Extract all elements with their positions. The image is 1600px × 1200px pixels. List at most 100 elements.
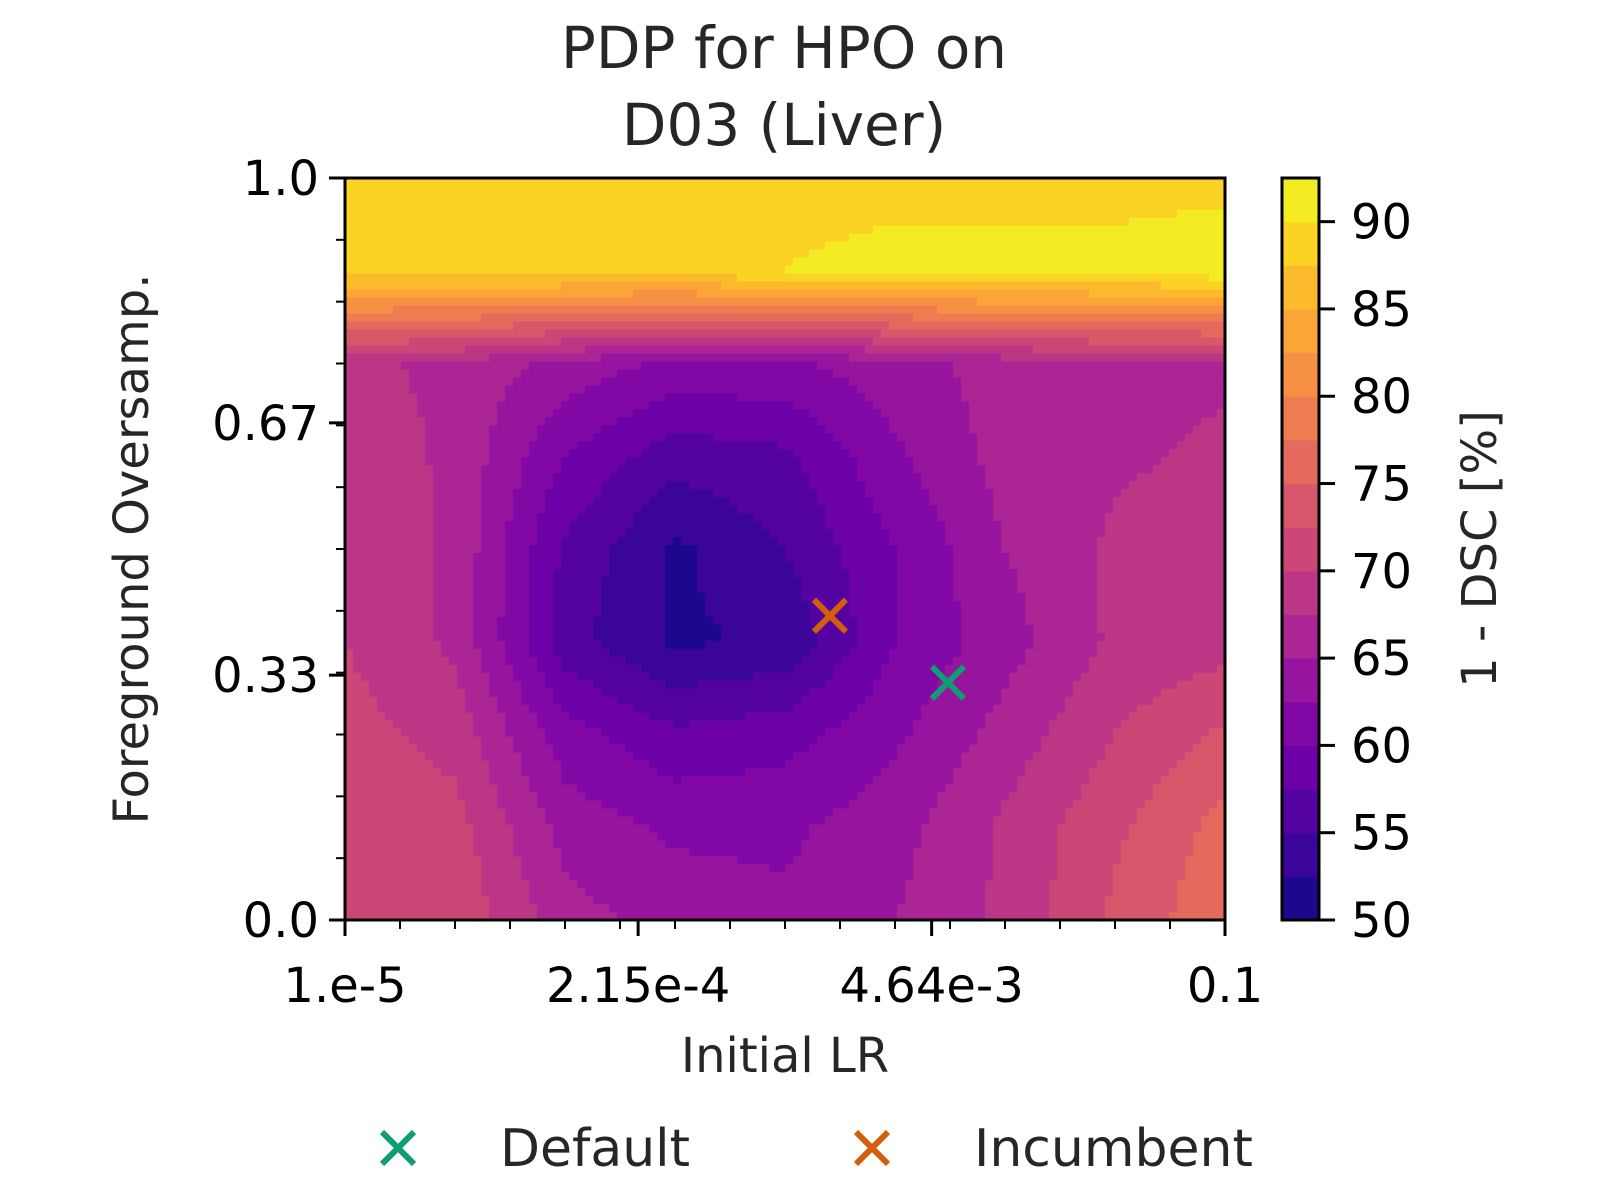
heatmap-cell <box>545 465 554 474</box>
heatmap-cell <box>905 329 914 339</box>
heatmap-cell <box>833 217 842 227</box>
heatmap-cell <box>1177 497 1186 506</box>
heatmap-cell <box>745 241 754 251</box>
heatmap-cell <box>849 249 858 259</box>
heatmap-cell <box>665 441 674 450</box>
heatmap-cell <box>745 233 754 243</box>
heatmap-cell <box>1129 273 1138 283</box>
heatmap-cell <box>585 377 594 387</box>
heatmap-cell <box>585 337 594 347</box>
heatmap-cell <box>977 449 986 458</box>
heatmap-cell <box>353 217 362 227</box>
heatmap-cell <box>1193 178 1202 187</box>
heatmap-cell <box>801 521 810 530</box>
heatmap-cell <box>873 225 882 235</box>
heatmap-cell <box>1193 201 1202 211</box>
heatmap-cell <box>609 433 618 442</box>
heatmap-cell <box>1025 425 1034 434</box>
heatmap-cell <box>505 385 514 395</box>
heatmap-cell <box>809 345 818 355</box>
heatmap-cell <box>833 249 842 259</box>
heatmap-cell <box>369 425 378 434</box>
heatmap-cell <box>1025 377 1034 387</box>
heatmap-cell <box>905 201 914 211</box>
heatmap-cell <box>1177 217 1186 227</box>
heatmap-cell <box>913 489 922 498</box>
heatmap-cell <box>793 345 802 355</box>
heatmap-cell <box>609 185 618 195</box>
heatmap-cell <box>529 313 538 323</box>
heatmap-cell <box>985 233 994 243</box>
heatmap-cell <box>737 489 746 498</box>
heatmap-cell <box>1177 353 1186 363</box>
heatmap-cell <box>569 529 578 538</box>
heatmap-cell <box>385 313 394 323</box>
heatmap-cell <box>441 305 450 315</box>
heatmap-cell <box>513 353 522 363</box>
heatmap-cell <box>809 505 818 514</box>
heatmap-cell <box>1113 473 1122 482</box>
heatmap-cell <box>649 513 658 522</box>
heatmap-cell <box>841 225 850 235</box>
heatmap-cell <box>825 257 834 267</box>
heatmap-cell <box>553 449 562 458</box>
heatmap-cell <box>929 441 938 450</box>
heatmap-cell <box>1081 481 1090 490</box>
heatmap-cell <box>689 513 698 522</box>
heatmap-cell <box>393 433 402 442</box>
heatmap-cell <box>705 273 714 283</box>
heatmap-cell <box>433 433 442 442</box>
heatmap-cell <box>793 305 802 315</box>
heatmap-cell <box>601 497 610 506</box>
heatmap-cell <box>1201 401 1210 410</box>
heatmap-cell <box>785 505 794 514</box>
heatmap-cell <box>537 265 546 275</box>
heatmap-cell <box>1137 289 1146 299</box>
heatmap-cell <box>1017 505 1026 514</box>
heatmap-cell <box>769 425 778 434</box>
heatmap-cell <box>545 417 554 426</box>
heatmap-cell <box>801 417 810 426</box>
heatmap-cell <box>1025 185 1034 195</box>
heatmap-cell <box>369 209 378 219</box>
heatmap-cell <box>1121 385 1130 395</box>
heatmap-cell <box>601 313 610 323</box>
heatmap-cell <box>537 217 546 227</box>
heatmap-cell <box>857 417 866 426</box>
heatmap-cell <box>913 201 922 211</box>
heatmap-cell <box>745 521 754 530</box>
heatmap-cell <box>1129 329 1138 339</box>
heatmap-cell <box>1201 465 1210 474</box>
heatmap-cell <box>1193 345 1202 355</box>
heatmap-cell <box>777 385 786 395</box>
heatmap-cell <box>657 385 666 395</box>
heatmap-cell <box>1145 233 1154 243</box>
heatmap-cell <box>609 417 618 426</box>
heatmap-cell <box>1129 217 1138 227</box>
heatmap-cell <box>393 505 402 514</box>
heatmap-cell <box>929 209 938 219</box>
heatmap-cell <box>761 345 770 355</box>
heatmap-cell <box>985 321 994 331</box>
heatmap-cell <box>681 313 690 323</box>
heatmap-cell <box>569 449 578 458</box>
heatmap-cell <box>865 361 874 371</box>
heatmap-cell <box>377 313 386 323</box>
heatmap-cell <box>985 505 994 514</box>
heatmap-cell <box>577 481 586 490</box>
heatmap-cell <box>465 305 474 315</box>
heatmap-cell <box>1193 241 1202 251</box>
heatmap-cell <box>449 513 458 522</box>
heatmap-cell <box>1105 401 1114 410</box>
heatmap-cell <box>889 225 898 235</box>
heatmap-cell <box>641 393 650 402</box>
heatmap-cell <box>481 433 490 442</box>
heatmap-cell <box>489 289 498 299</box>
heatmap-cell <box>481 425 490 434</box>
heatmap-cell <box>913 257 922 267</box>
heatmap-cell <box>753 361 762 371</box>
heatmap-cell <box>785 337 794 347</box>
heatmap-cell <box>601 529 610 538</box>
heatmap-cell <box>617 313 626 323</box>
heatmap-cell <box>521 417 530 426</box>
